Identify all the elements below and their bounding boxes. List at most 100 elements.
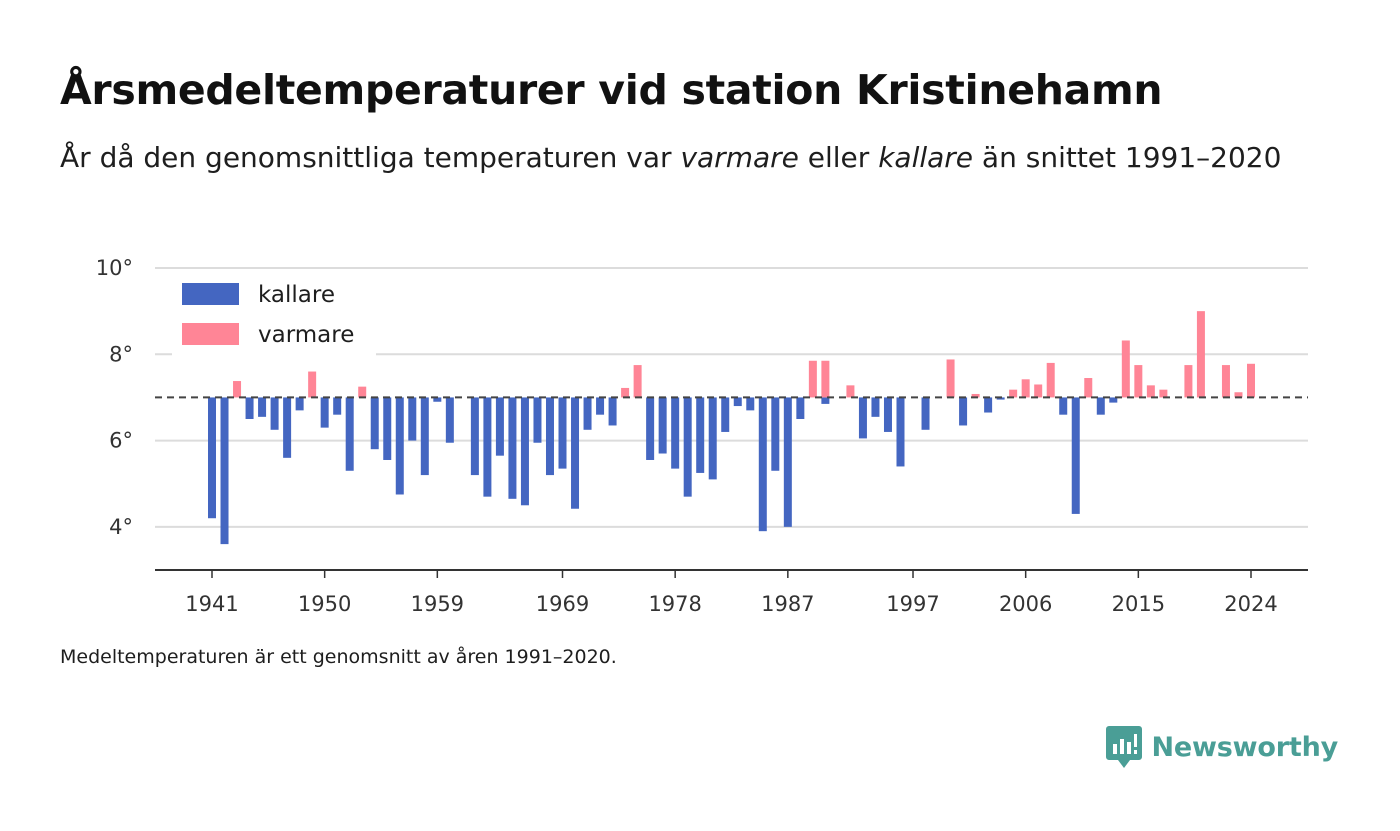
bar-varmare-1989: [808, 360, 817, 398]
legend-label-varmare: varmare: [258, 322, 354, 348]
bar-kallare-1955: [383, 397, 392, 460]
bar-varmare-2011: [1084, 378, 1093, 398]
bar-varmare-2002: [971, 393, 980, 398]
bar-kallare-1960: [445, 397, 454, 443]
chart-title: Årsmedeltemperaturer vid station Kristin…: [60, 66, 1163, 114]
bar-kallare-2001: [959, 397, 968, 426]
bar-kallare-1998: [921, 397, 930, 430]
bar-kallare-1988: [796, 397, 805, 419]
bar-kallare-1979: [683, 397, 692, 497]
x-tick-label: 1959: [411, 592, 464, 616]
bar-varmare-1990: [821, 360, 830, 398]
legend: kallare varmare: [172, 272, 376, 358]
bar-kallare-1965: [508, 397, 517, 499]
bar-kallare-1947: [283, 397, 292, 458]
x-tick-label: 1987: [761, 592, 814, 616]
x-tick-label: 2006: [999, 592, 1052, 616]
footnote: Medeltemperaturen är ett genomsnitt av å…: [60, 646, 617, 668]
bar-kallare-1970: [571, 397, 580, 509]
x-tick-label: 2024: [1224, 592, 1277, 616]
bar-kallare-1951: [333, 397, 342, 415]
bar-kallare-1996: [896, 397, 905, 467]
bar-varmare-2008: [1046, 362, 1055, 398]
bar-kallare-1987: [783, 397, 792, 527]
bar-varmare-2022: [1221, 365, 1230, 398]
bar-kallare-1950: [320, 397, 329, 428]
bar-varmare-2014: [1121, 340, 1130, 398]
bar-kallare-1984: [746, 397, 755, 411]
bar-varmare-2015: [1134, 365, 1143, 398]
subtitle-part-2: eller: [798, 141, 879, 174]
bar-varmare-1953: [358, 386, 367, 398]
bar-kallare-1976: [646, 397, 655, 460]
bar-kallare-1945: [258, 397, 267, 417]
bar-kallare-2009: [1059, 397, 1068, 415]
bar-kallare-1957: [408, 397, 417, 441]
bar-varmare-2007: [1034, 384, 1043, 398]
x-tick-label: 1997: [886, 592, 939, 616]
bar-kallare-1994: [871, 397, 880, 417]
bar-kallare-1962: [470, 397, 479, 476]
bar-kallare-1942: [220, 397, 229, 545]
x-tick-label: 1969: [536, 592, 589, 616]
bar-varmare-2016: [1146, 385, 1155, 398]
y-tick-label: 8°: [109, 342, 133, 366]
x-tick-label: 1941: [185, 592, 238, 616]
x-tick-label: 2015: [1112, 592, 1165, 616]
newsworthy-logo: Newsworthy: [1105, 726, 1339, 768]
bar-varmare-2006: [1021, 379, 1030, 398]
legend-swatch-kallare: [182, 283, 239, 305]
legend-label-kallare: kallare: [258, 282, 335, 308]
bar-varmare-1943: [233, 381, 242, 398]
bar-kallare-1971: [583, 397, 592, 430]
bar-kallare-1995: [883, 397, 892, 432]
bar-kallare-1958: [420, 397, 429, 476]
legend-swatch-varmare: [182, 323, 239, 345]
bar-varmare-2024: [1247, 363, 1255, 398]
bar-varmare-2020: [1196, 311, 1205, 398]
bar-kallare-1981: [708, 397, 717, 480]
subtitle-part-3: än snittet 1991–2020: [973, 141, 1282, 174]
bar-kallare-1954: [370, 397, 379, 450]
bar-kallare-1985: [758, 397, 767, 532]
brand-name: Newsworthy: [1151, 731, 1339, 763]
bar-kallare-1967: [533, 397, 542, 443]
bars: [208, 311, 1255, 545]
subtitle-part-1: År då den genomsnittliga temperaturen va…: [60, 141, 681, 174]
chart-subtitle: År då den genomsnittliga temperaturen va…: [60, 136, 1290, 179]
x-axis: 1941 1950 1959 1969 1978 1987 1997 2006 2015 2024: [155, 569, 1308, 616]
bar-varmare-1974: [621, 387, 630, 398]
bar-varmare-1992: [846, 385, 855, 398]
bar-kallare-1973: [608, 397, 617, 426]
bar-varmare-2019: [1184, 365, 1193, 398]
bar-varmare-1949: [308, 371, 317, 398]
bar-kallare-1964: [495, 397, 504, 456]
bar-varmare-2017: [1159, 389, 1168, 398]
bar-kallare-1946: [270, 397, 279, 430]
bar-kallare-2013: [1109, 397, 1118, 403]
bar-kallare-1983: [733, 397, 742, 407]
bar-kallare-1952: [345, 397, 354, 471]
bar-kallare-1944: [245, 397, 254, 419]
bar-kallare-1966: [520, 397, 529, 506]
bar-kallare-1978: [671, 397, 680, 469]
bar-kallare-1986: [771, 397, 780, 471]
bar-kallare-1941: [208, 397, 216, 519]
bar-varmare-2000: [946, 359, 955, 398]
subtitle-cold: kallare: [878, 141, 974, 174]
bar-kallare-1990: [821, 397, 830, 404]
x-tick-label: 1950: [298, 592, 351, 616]
bar-kallare-1982: [721, 397, 730, 432]
bar-kallare-1980: [696, 397, 705, 473]
bar-kallare-1977: [658, 397, 667, 454]
bar-varmare-2005: [1009, 389, 1018, 398]
y-tick-label: 10°: [96, 256, 133, 280]
y-tick-label: 6°: [109, 429, 133, 453]
bar-kallare-1968: [545, 397, 554, 476]
y-axis-ticks: 4° 6° 8° 10°: [96, 256, 133, 539]
bar-kallare-1948: [295, 397, 304, 411]
bar-kallare-1969: [558, 397, 567, 469]
bar-kallare-1993: [858, 397, 867, 439]
x-tick-label: 1978: [648, 592, 701, 616]
